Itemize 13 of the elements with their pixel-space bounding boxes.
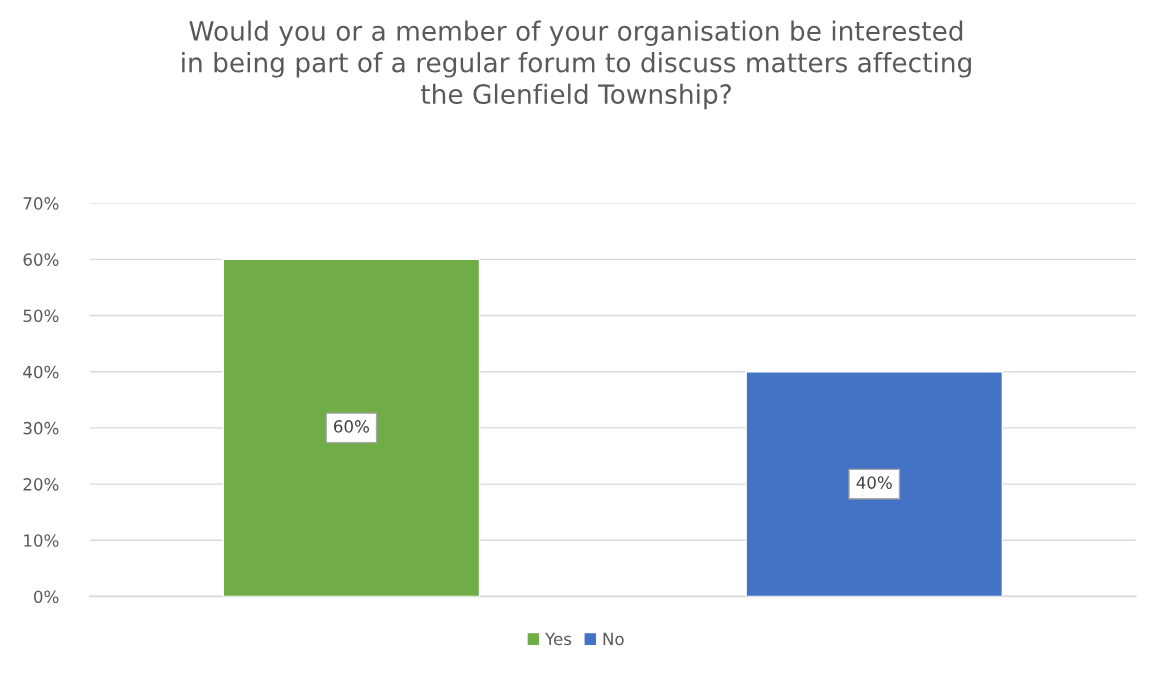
chart-title: Would you or a member of your organisation be interested in being part of a regular forum to discuss matters affecting the Glenfield Township? <box>182 20 971 110</box>
y-tick-label: 10% <box>24 534 59 547</box>
legend-label: Yes <box>545 632 572 646</box>
y-tick-label: 40% <box>23 365 59 379</box>
y-tick-label: 70% <box>23 197 59 210</box>
data-label: 40% <box>856 476 892 489</box>
y-tick-label: 50% <box>23 309 59 323</box>
y-tick-label: 60% <box>23 253 59 266</box>
legend-label: No <box>603 632 624 646</box>
data-label: 60% <box>334 420 369 433</box>
y-tick-label: 0% <box>34 590 59 604</box>
y-tick-label: 30% <box>23 421 59 435</box>
y-tick-label: 20% <box>23 478 59 491</box>
